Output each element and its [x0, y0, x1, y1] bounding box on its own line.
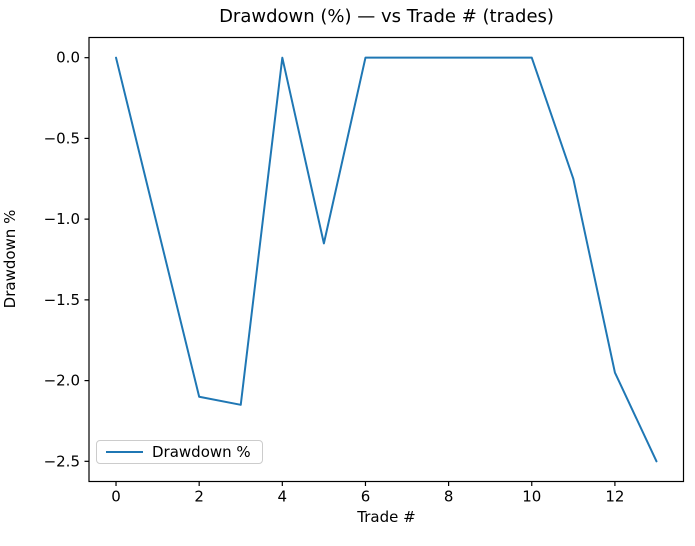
x-tick-label: 0	[111, 488, 121, 506]
legend-label: Drawdown %	[152, 443, 251, 461]
x-tick-label: 10	[522, 488, 541, 506]
x-tick-label: 6	[361, 488, 371, 506]
y-tick-label: −1.5	[44, 291, 80, 309]
y-tick-label: −2.5	[44, 452, 80, 470]
y-tick-label: −1.0	[44, 210, 80, 228]
x-tick-label: 4	[278, 488, 288, 506]
x-tick-label: 2	[194, 488, 204, 506]
y-tick-label: −0.5	[44, 129, 80, 147]
x-tick-label: 8	[444, 488, 454, 506]
y-tick-label: −2.0	[44, 372, 80, 390]
axes-frame	[88, 36, 685, 483]
x-tick-label: 12	[605, 488, 624, 506]
y-tick-label: 0.0	[56, 49, 80, 67]
x-axis-label: Trade #	[357, 508, 416, 526]
drawdown-line	[115, 56, 658, 463]
legend-line-sample	[106, 451, 143, 453]
chart-title: Drawdown (%) — vs Trade # (trades)	[219, 6, 554, 27]
legend: Drawdown %	[96, 440, 263, 464]
